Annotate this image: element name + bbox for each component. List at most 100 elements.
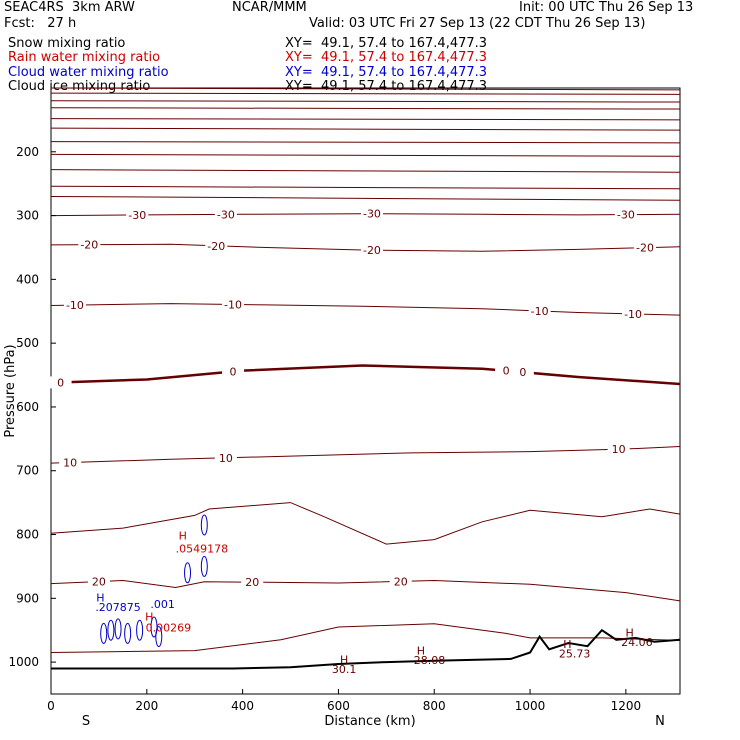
- isotherm-label-bg: [389, 575, 412, 588]
- field-cloud-ice-xy: XY= 49.1, 57.4 to 167.4,477.3: [285, 79, 488, 94]
- isotherm-label-bg: [78, 238, 101, 251]
- data-labels-layer: H.207875.001H.0549178H0.00269H30.1H28.08…: [95, 530, 652, 676]
- field-cloud-water-name: Cloud water mixing ratio: [8, 65, 169, 80]
- terrain-line: [51, 628, 681, 670]
- isotherm-label-bg: [495, 364, 518, 377]
- y-tick-label: 300: [16, 209, 39, 223]
- organization-label: NCAR/MMM: [232, 0, 307, 15]
- upper-isotherm-line: [50, 92, 681, 95]
- isotherm-label-bg: [511, 366, 534, 379]
- isotherm-label: -30: [617, 209, 635, 222]
- isotherm-label: 20: [92, 576, 106, 589]
- x-tick-label: 0: [47, 699, 55, 713]
- cloud-contour: [107, 619, 115, 641]
- isotherm-label: -30: [217, 208, 235, 221]
- data-label: H: [563, 638, 571, 651]
- cloud-contours: [100, 514, 208, 648]
- isotherm-label: -30: [363, 208, 381, 221]
- isotherm-label: 20: [245, 576, 259, 589]
- forecast-hour: Fcst: 27 h: [4, 16, 77, 31]
- isotherm-label-bg: [360, 207, 383, 220]
- x-tick-label: 800: [423, 699, 446, 713]
- data-label: 28.08: [414, 654, 446, 667]
- x-tick-label: 1000: [515, 699, 546, 713]
- x-end-label-north: N: [655, 714, 665, 729]
- isotherm-label-bg: [126, 209, 149, 222]
- isotherm-label: 10: [612, 443, 626, 456]
- y-tick-label: 700: [16, 464, 39, 478]
- isotherm-line: [50, 303, 681, 316]
- isotherm-label-bg: [205, 239, 228, 252]
- data-label: H: [340, 653, 348, 666]
- cloud-contour: [184, 562, 192, 584]
- isotherm-label: 20: [394, 575, 408, 588]
- isotherm-label: -20: [80, 239, 98, 252]
- valid-time: Valid: 03 UTC Fri 27 Sep 13 (22 CDT Thu …: [309, 16, 646, 31]
- data-label: .0549178: [176, 542, 229, 555]
- isotherm-label-bg: [222, 365, 245, 378]
- data-label: 25.73: [559, 648, 591, 661]
- upper-isotherm-line: [50, 185, 681, 190]
- isotherm-label-bg: [622, 307, 645, 320]
- isotherm-label: -20: [207, 240, 225, 253]
- upper-isotherm-line: [50, 118, 681, 121]
- isotherm-label-bg: [614, 208, 637, 221]
- data-label: .207875: [95, 601, 141, 614]
- isotherm-label-bg: [222, 298, 245, 311]
- cloud-contour: [124, 622, 132, 644]
- low-isotherm-line: [50, 623, 681, 653]
- y-tick-label: 900: [16, 591, 39, 605]
- isotherm-line: [50, 579, 681, 602]
- field-cloud-water-xy: XY= 49.1, 57.4 to 167.4,477.3: [285, 65, 488, 80]
- y-tick-label: 600: [16, 400, 39, 414]
- isotherm-line: [50, 446, 681, 464]
- plot-frame: [50, 87, 681, 695]
- isotherm-label: -20: [636, 242, 654, 255]
- isotherm-label-bg: [49, 376, 72, 389]
- data-label: H: [417, 644, 425, 657]
- terrain-path: [51, 628, 681, 670]
- isotherm-label: -20: [363, 244, 381, 257]
- isotherm-label-bg: [241, 576, 264, 589]
- upper-isotherm-line: [50, 127, 681, 131]
- upper-isotherm-line: [50, 141, 681, 144]
- cloud-contour: [136, 619, 144, 641]
- cloud-contour: [150, 616, 158, 638]
- data-label: 0.00269: [146, 621, 192, 634]
- upper-isotherm-line: [50, 107, 681, 110]
- isotherm-label: -10: [66, 299, 84, 312]
- cloud-contour: [100, 622, 108, 644]
- field-cloud-ice-name: Cloud ice mixing ratio: [8, 79, 151, 94]
- cloud-contour: [200, 514, 208, 536]
- isotherm-label: -10: [624, 308, 642, 321]
- y-axis-title: Pressure (hPa): [3, 344, 18, 437]
- field-rain-xy: XY= 49.1, 57.4 to 167.4,477.3: [285, 50, 488, 65]
- isotherm-label-bg: [214, 208, 237, 221]
- data-label: H: [626, 627, 634, 640]
- isotherm-label-bg: [63, 299, 86, 312]
- y-tick-label: 800: [16, 528, 39, 542]
- y-tick-label: 400: [16, 272, 39, 286]
- data-label: 30.1: [332, 663, 357, 676]
- init-time: Init: 00 UTC Thu 26 Sep 13: [519, 0, 694, 15]
- isotherm-label: -10: [531, 305, 549, 318]
- cloud-contour: [155, 626, 163, 648]
- axes-layer: 0 200 400 600 800 1000 12002003004005006007008…: [8, 145, 641, 713]
- upper-isotherm-line: [50, 87, 681, 91]
- data-label: H: [179, 530, 187, 543]
- isotherm-label-bg: [59, 456, 82, 469]
- data-label: .001: [150, 598, 175, 611]
- isotherm-label: -30: [128, 209, 146, 222]
- isotherm-label: 0: [519, 366, 526, 379]
- experiment-title: SEAC4RS 3km ARW: [4, 0, 135, 15]
- isotherm-label-bg: [607, 443, 630, 456]
- isotherm-label-bg: [634, 241, 657, 254]
- isotherm-label: 0: [503, 365, 510, 378]
- x-tick-label: 600: [327, 699, 350, 713]
- upper-isotherm-line: [50, 153, 681, 157]
- y-tick-label: 1000: [8, 655, 39, 669]
- data-label: H: [96, 592, 104, 605]
- field-snow-xy: XY= 49.1, 57.4 to 167.4,477.3: [285, 36, 488, 51]
- data-label: 24.06: [621, 636, 653, 649]
